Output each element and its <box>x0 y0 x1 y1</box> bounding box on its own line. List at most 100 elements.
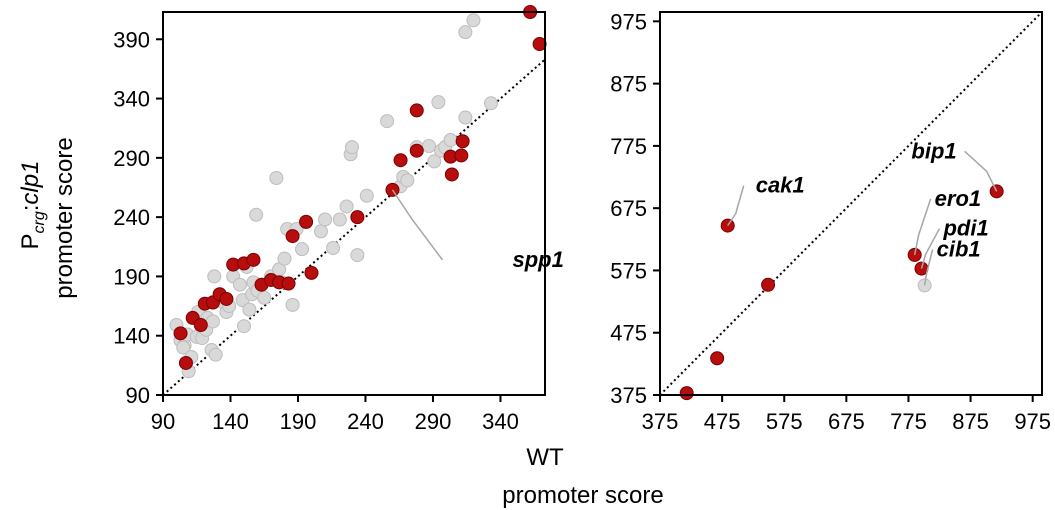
left-background-point <box>458 110 473 125</box>
right-x-tick-label: 575 <box>766 409 803 434</box>
left-y-tick-label: 340 <box>113 87 150 112</box>
left-y-tick-label: 140 <box>113 324 150 349</box>
left-background-point <box>313 224 328 239</box>
right-y-tick-label: 975 <box>610 9 647 34</box>
right-y-tick-label: 475 <box>610 321 647 346</box>
ylabel-gene: clp1 <box>17 161 44 205</box>
right-y-tick-label: 675 <box>610 196 647 221</box>
annotation-label-bip1: bip1 <box>911 138 956 163</box>
annotation-label-cib1: cib1 <box>937 236 981 261</box>
annotation-leader-bip1 <box>964 150 998 192</box>
left-reference-line <box>162 58 546 396</box>
right-reference-line <box>659 11 1043 396</box>
annotation-label-spp1: spp1 <box>512 247 563 272</box>
right-x-tick-label: 675 <box>828 409 865 434</box>
left-highlight-point <box>444 167 459 182</box>
left-y-tick-label: 240 <box>113 205 150 230</box>
left-highlight-point <box>350 210 365 225</box>
right-x-tick-label: 975 <box>1014 409 1051 434</box>
annotation-leader-cak1 <box>727 185 745 227</box>
left-background-point <box>257 290 272 305</box>
left-y-ticks: 90 140 190 240 290 340 390 <box>113 27 163 408</box>
left-panel: spp1 90 140 190 240 290 340 90 140 190 240 290 340… <box>17 5 564 434</box>
annotation-leader-spp1 <box>391 189 444 261</box>
left-background-point <box>350 248 365 263</box>
left-background-point <box>242 302 257 317</box>
left-highlight-point <box>178 355 193 370</box>
left-highlight-point <box>532 37 547 52</box>
left-x-tick-label: 90 <box>151 409 175 434</box>
left-y-tick-label: 390 <box>113 27 150 52</box>
right-x-tick-label: 775 <box>890 409 927 434</box>
left-background-point <box>269 171 284 186</box>
left-highlight-point <box>393 153 408 168</box>
left-x-tick-label: 290 <box>415 409 452 434</box>
left-background-point <box>339 199 354 214</box>
right-highlight-point <box>761 277 776 292</box>
x-axis-title-line2: promoter score <box>502 482 663 509</box>
left-highlight-point <box>454 148 469 163</box>
ylabel-sub: crg <box>31 211 48 233</box>
left-background-point <box>207 269 222 284</box>
left-y-tick-label: 190 <box>113 264 150 289</box>
left-annotations: spp1 <box>391 189 564 272</box>
right-highlight-point <box>710 351 725 366</box>
annotation-leader-cib1 <box>923 249 934 286</box>
left-background-point <box>295 242 310 257</box>
left-background-point <box>249 207 264 222</box>
left-x-tick-label: 240 <box>347 409 384 434</box>
left-background-point <box>359 188 374 203</box>
right-points <box>679 184 1004 401</box>
right-x-tick-label: 875 <box>952 409 989 434</box>
right-identity-line <box>659 11 1043 396</box>
left-x-tick-label: 340 <box>482 409 519 434</box>
annotation-label-cak1: cak1 <box>756 173 805 198</box>
right-highlight-point <box>679 386 694 401</box>
annotation-label-pdi1: pdi1 <box>942 216 988 241</box>
left-y-tick-label: 90 <box>126 383 150 408</box>
left-highlight-point <box>193 318 208 333</box>
right-plot-frame <box>659 11 1043 396</box>
x-axis-title-line1: WT <box>526 444 564 471</box>
right-y-tick-label: 875 <box>610 72 647 97</box>
left-x-ticks: 90 140 190 240 290 340 <box>151 395 519 434</box>
left-y-tick-label: 290 <box>113 146 150 171</box>
left-points <box>169 5 547 379</box>
left-highlight-point <box>409 103 424 118</box>
left-highlight-point <box>219 291 234 306</box>
left-background-point <box>421 138 436 153</box>
annotation-label-ero1: ero1 <box>935 186 981 211</box>
right-x-tick-label: 475 <box>704 409 741 434</box>
left-background-point <box>484 96 499 111</box>
left-y-axis-title-line2: promoter score <box>51 137 78 298</box>
right-y-tick-label: 375 <box>610 383 647 408</box>
left-background-point <box>332 212 347 227</box>
ylabel-p: P <box>17 233 44 249</box>
left-background-point <box>380 114 395 129</box>
left-highlight-point <box>299 214 314 229</box>
left-highlight-point <box>285 229 300 244</box>
left-background-point <box>208 347 223 362</box>
right-y-tick-label: 775 <box>610 134 647 159</box>
left-background-point <box>277 251 292 266</box>
left-background-point <box>431 95 446 110</box>
left-background-point <box>466 13 481 28</box>
left-highlight-point <box>173 326 188 341</box>
left-highlight-point <box>409 143 424 158</box>
right-x-ticks: 375 475 575 675 775 875 975 <box>642 395 1051 434</box>
left-background-point <box>344 140 359 155</box>
left-background-point <box>285 297 300 312</box>
right-y-ticks: 375 475 575 675 775 875 975 <box>610 9 660 408</box>
left-highlight-point <box>281 276 296 291</box>
left-background-point <box>443 133 458 148</box>
left-background-point <box>427 154 442 169</box>
left-background-point <box>458 25 473 40</box>
left-background-point <box>232 277 247 292</box>
left-highlight-point <box>455 134 470 149</box>
left-background-point <box>236 319 251 334</box>
left-highlight-point <box>304 265 319 280</box>
annotation-leader-pdi1 <box>920 228 941 269</box>
